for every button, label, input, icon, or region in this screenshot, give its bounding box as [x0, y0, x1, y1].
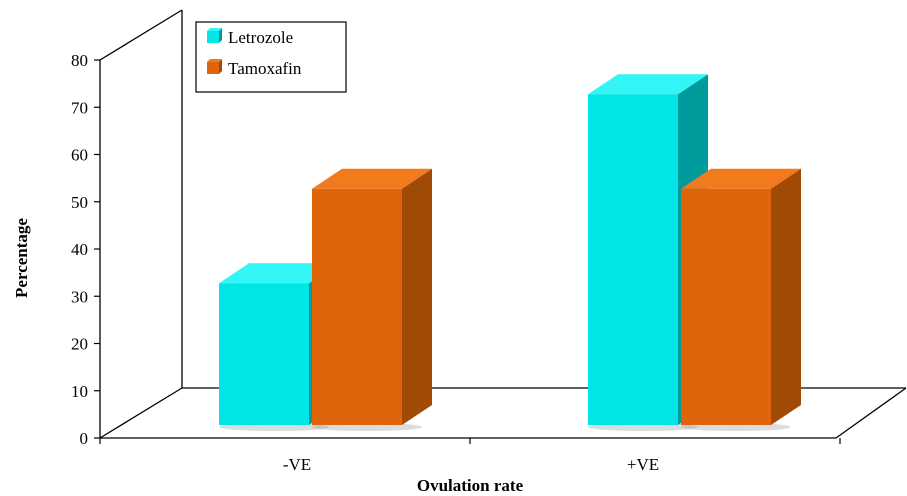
y-tick-label: 0: [80, 429, 89, 448]
bar-top-face: [588, 74, 708, 95]
bar-front-face: [312, 188, 402, 425]
bar-front-face: [681, 188, 771, 425]
bar-tamoxafin-negative: [312, 168, 432, 431]
floor-left-depth-edge: [99, 387, 183, 439]
bar-top-face: [219, 263, 339, 284]
legend: Letrozole Tamoxafin: [195, 21, 347, 93]
bar-side-face: [402, 168, 432, 425]
y-tick-label: 20: [71, 335, 88, 354]
y-axis-title: Percentage: [12, 218, 31, 298]
legend-label: Tamoxafin: [228, 59, 302, 78]
y-tick-label: 60: [71, 146, 88, 165]
y-tick-label: 10: [71, 382, 88, 401]
x-axis-title: Ovulation rate: [417, 476, 524, 495]
bar-tamoxafin-positive: [681, 168, 801, 431]
legend-swatch: [207, 31, 219, 43]
y-tick-label: 50: [71, 193, 88, 212]
bar-side-face: [771, 168, 801, 425]
top-depth-edge: [99, 9, 183, 61]
legend-swatch-top: [207, 28, 222, 31]
y-tick-label: 70: [71, 98, 88, 117]
legend-item-letrozole: Letrozole: [207, 28, 293, 47]
y-tick-label: 80: [71, 51, 88, 70]
y-tick-label: 30: [71, 287, 88, 306]
y-tick-label: 40: [71, 240, 88, 259]
bar-top-face: [681, 168, 801, 189]
legend-swatch-top: [207, 59, 222, 62]
legend-swatch-side: [219, 28, 222, 43]
legend-swatch: [207, 62, 219, 74]
x-tick-label: +VE: [627, 455, 659, 474]
bar-top-face: [312, 168, 432, 189]
bar-front-face: [219, 283, 309, 425]
bar-front-face: [588, 94, 678, 425]
legend-item-tamoxafin: Tamoxafin: [207, 59, 302, 78]
x-tick-label: -VE: [283, 455, 311, 474]
floor-right-depth-edge: [835, 387, 907, 439]
legend-swatch-side: [219, 59, 222, 74]
legend-label: Letrozole: [228, 28, 293, 47]
